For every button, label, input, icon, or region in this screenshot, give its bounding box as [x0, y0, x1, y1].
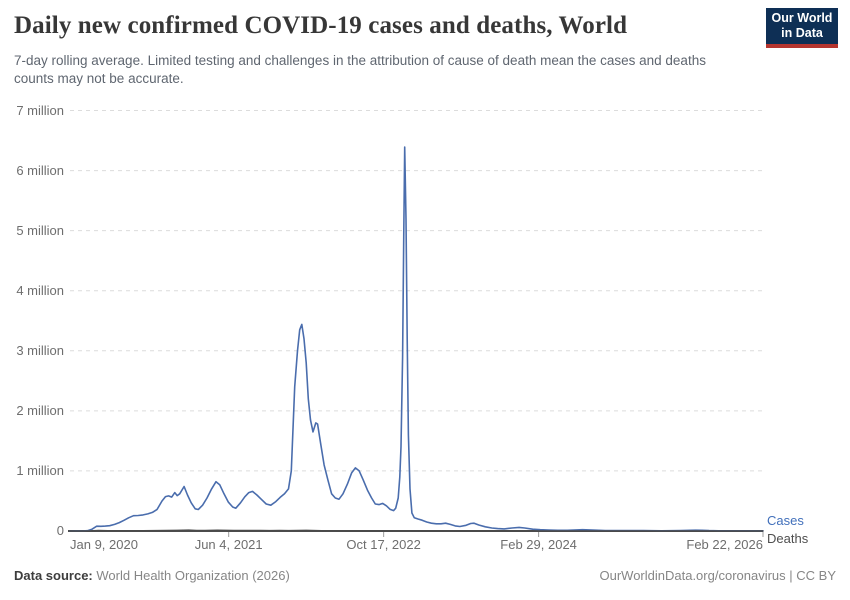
- series-label-deaths[interactable]: Deaths: [767, 531, 809, 546]
- chart-footer: Data source: World Health Organization (…: [14, 568, 836, 583]
- deaths-line[interactable]: [69, 529, 764, 532]
- series-label-cases[interactable]: Cases: [767, 513, 804, 528]
- y-axis-label: 1 million: [16, 462, 64, 478]
- y-axis-label: 7 million: [16, 102, 64, 118]
- y-axis-label: 2 million: [16, 402, 64, 418]
- owid-logo-line2: in Data: [781, 26, 823, 40]
- page-title: Daily new confirmed COVID-19 cases and d…: [14, 12, 628, 39]
- data-source-label: Data source:: [14, 568, 93, 583]
- x-axis-label: Jun 4, 2021: [194, 537, 263, 552]
- y-axis-label: 5 million: [16, 222, 64, 238]
- y-axis-label: 0: [56, 523, 64, 538]
- x-axis-label: Feb 29, 2024: [500, 537, 577, 552]
- owid-logo[interactable]: Our World in Data: [766, 8, 838, 48]
- data-source-value: World Health Organization (2026): [96, 568, 290, 583]
- data-source: Data source: World Health Organization (…: [14, 568, 290, 583]
- x-axis-label: Oct 17, 2022: [346, 537, 421, 552]
- x-axis-label: Feb 22, 2026: [686, 537, 763, 552]
- y-axis-label: 3 million: [16, 342, 64, 358]
- y-axis-label: 4 million: [16, 282, 64, 298]
- owid-logo-line1: Our World: [771, 11, 833, 25]
- cases-line[interactable]: [69, 146, 764, 532]
- credit-link[interactable]: OurWorldinData.org/coronavirus | CC BY: [599, 568, 836, 583]
- chart-subtitle: 7-day rolling average. Limited testing a…: [14, 53, 706, 86]
- y-axis-label: 6 million: [16, 162, 64, 178]
- x-axis-label: Jan 9, 2020: [70, 537, 138, 552]
